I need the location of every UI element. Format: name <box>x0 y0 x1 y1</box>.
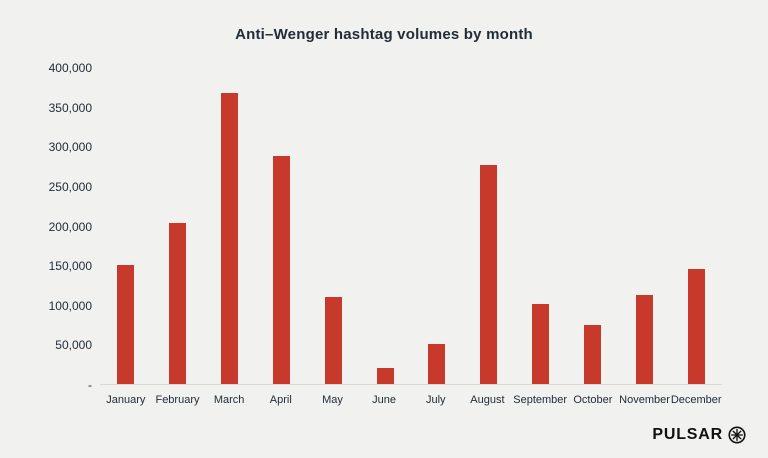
x-axis-line <box>100 384 722 385</box>
y-axis: - 50,000 100,000 150,000 200,000 250,000 300,0… <box>20 61 92 392</box>
bar-july <box>428 343 446 385</box>
x-tick-label-september: September <box>513 394 568 406</box>
bar-january <box>117 264 135 385</box>
bars-container <box>100 68 722 385</box>
bar-june <box>376 368 394 385</box>
x-tick-label-october: October <box>573 394 613 406</box>
bar-october <box>583 324 601 385</box>
chart-title: Anti–Wenger hashtag volumes by month <box>235 26 533 43</box>
x-tick-label-april: April <box>269 394 292 406</box>
x-tick-label-december: December <box>670 394 722 406</box>
bar-march <box>221 93 239 385</box>
bar-november <box>635 294 653 385</box>
bar-april <box>272 155 290 385</box>
y-tick-label: 300,000 <box>48 140 92 155</box>
y-tick-label: 350,000 <box>48 100 92 115</box>
bar-slot <box>618 68 670 385</box>
x-tick-label-june: June <box>372 394 397 406</box>
bar-slot <box>204 68 256 385</box>
x-tick-label-march: March <box>213 394 245 406</box>
bar-may <box>324 297 342 385</box>
bar-slot <box>670 68 722 385</box>
pulsar-logo: PULSAR <box>652 426 746 444</box>
bar-slot <box>515 68 567 385</box>
bar-slot <box>100 68 152 385</box>
x-tick-label-november: November <box>619 394 670 406</box>
y-tick-label: 50,000 <box>55 338 92 353</box>
bar-slot <box>307 68 359 385</box>
bar-slot <box>411 68 463 385</box>
bar-slot <box>255 68 307 385</box>
x-axis-labels: January February March April May June July Augu… <box>100 394 722 406</box>
y-tick-label: 200,000 <box>48 219 92 234</box>
bar-august <box>480 164 498 385</box>
asterisk-circle-icon <box>728 426 746 444</box>
x-tick-label-july: July <box>425 394 446 406</box>
bar-february <box>169 223 187 385</box>
chart-area: - 50,000 100,000 150,000 200,000 250,000 300,0… <box>49 61 722 406</box>
bar-slot <box>359 68 411 385</box>
x-tick-label-may: May <box>322 394 343 406</box>
bar-slot <box>152 68 204 385</box>
pulsar-logo-text: PULSAR <box>652 426 723 443</box>
bar-december <box>687 268 705 385</box>
x-tick-label-august: August <box>470 394 505 406</box>
x-tick-label-january: January <box>106 394 146 406</box>
y-tick-label: - <box>88 378 92 392</box>
y-tick-label: 400,000 <box>48 61 92 75</box>
bar-september <box>532 304 550 385</box>
bar-slot <box>463 68 515 385</box>
x-tick-label-february: February <box>155 394 200 406</box>
bar-slot <box>566 68 618 385</box>
y-tick-label: 150,000 <box>48 259 92 274</box>
y-tick-label: 250,000 <box>48 179 92 194</box>
y-tick-label: 100,000 <box>48 298 92 313</box>
